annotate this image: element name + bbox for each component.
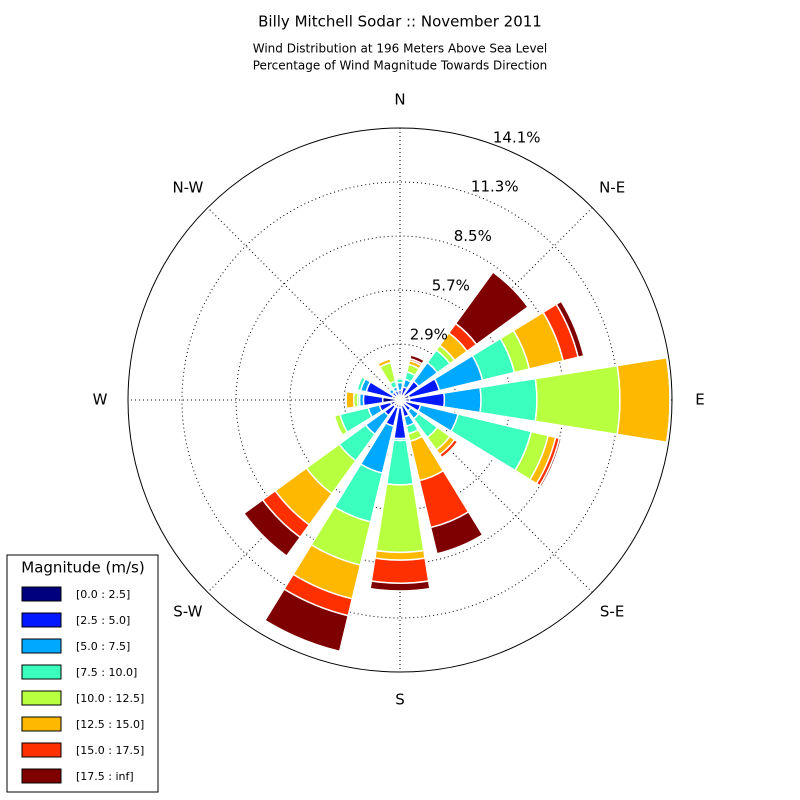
wind-bar-segment: [345, 391, 348, 409]
legend-label: [17.5 : inf]: [76, 770, 134, 783]
r-tick-label: 11.3%: [471, 178, 519, 196]
direction-label: S-W: [173, 603, 202, 621]
wind-bar-segment: [454, 270, 530, 346]
legend-swatch: [21, 586, 62, 602]
legend-swatch: [21, 612, 62, 628]
wind-bar-segment: [429, 510, 484, 555]
legend-swatch: [21, 638, 62, 654]
wind-bar-segment: [263, 588, 350, 653]
r-tick-label: 2.9%: [410, 326, 448, 344]
direction-label: N: [394, 91, 405, 109]
direction-label: N-W: [172, 178, 203, 196]
wind-bar-segment: [333, 415, 344, 436]
legend-title: Magnitude (m/s): [21, 559, 144, 577]
legend-swatch: [21, 664, 62, 680]
wind-bar-segment: [345, 390, 356, 410]
wind-bar-segment: [386, 386, 392, 392]
wind-bar-segment: [555, 300, 585, 359]
wind-bar-segment: [534, 364, 621, 436]
polar-plot: N N-E E S-E S S-W W N-W 2.9% 5.7% 8.5% 11.3% 14.1%: [93, 91, 705, 709]
legend-swatch: [21, 716, 62, 732]
legend-label: [12.5 : 15.0]: [76, 718, 144, 731]
direction-label: E: [695, 391, 704, 409]
wind-bar-segment: [370, 557, 430, 585]
direction-label: N-E: [599, 178, 625, 196]
legend-label: [10.0 : 12.5]: [76, 692, 144, 705]
direction-label: W: [93, 391, 108, 409]
chart-title: Billy Mitchell Sodar :: November 2011: [258, 13, 542, 31]
wind-bar-segment: [441, 441, 459, 459]
legend-label: [0.0 : 2.5]: [76, 588, 130, 601]
wind-bar-segment: [242, 498, 302, 558]
wind-bar-segment: [538, 437, 563, 488]
legend-label: [5.0 : 7.5]: [76, 640, 130, 653]
legend-swatch: [21, 742, 62, 758]
legend: [0.0 : 2.5] [2.5 : 5.0] [5.0 : 7.5] [7.5 : …: [21, 586, 144, 784]
r-tick-label: 5.7%: [432, 276, 470, 294]
r-tick-label: 14.1%: [493, 128, 541, 146]
wind-bar-segment: [616, 356, 671, 444]
wind-bar-segment: [666, 357, 671, 443]
legend-label: [15.0 : 17.5]: [76, 744, 144, 757]
r-tick-label: 8.5%: [454, 227, 492, 245]
direction-label: S: [395, 691, 405, 709]
chart-subtitle: Percentage of Wind Magnitude Towards Dir…: [253, 59, 547, 73]
wind-bar-segment: [409, 354, 426, 365]
legend-swatch: [21, 768, 62, 784]
legend-label: [2.5 : 5.0]: [76, 614, 130, 627]
chart-subtitle: Wind Distribution at 196 Meters Above Se…: [253, 42, 548, 56]
wind-bar-segment: [369, 580, 431, 592]
legend-label: [7.5 : 10.0]: [76, 666, 137, 679]
legend-swatch: [21, 690, 62, 706]
direction-label: S-E: [600, 603, 624, 621]
